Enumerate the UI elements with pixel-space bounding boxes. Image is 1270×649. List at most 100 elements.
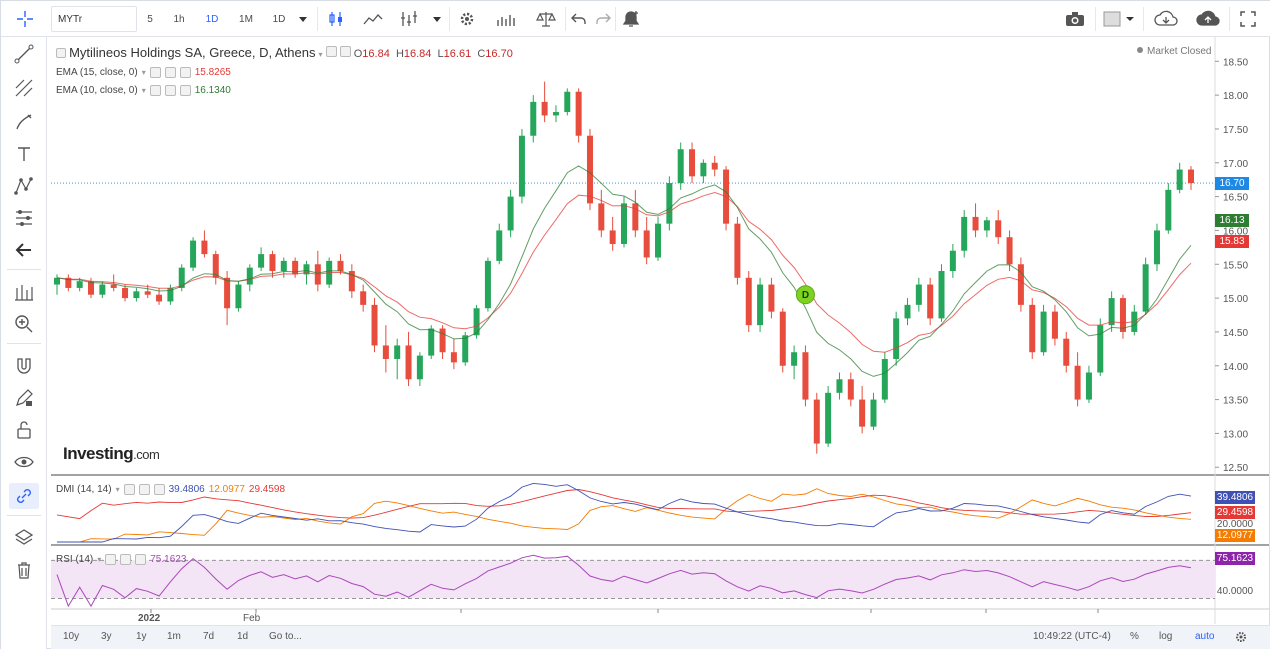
pencil-lock-icon[interactable] (9, 385, 39, 411)
area-chart-icon[interactable] (359, 6, 387, 32)
drawing-toolbar (1, 37, 47, 649)
gear-icon[interactable] (453, 6, 481, 32)
lock-icon[interactable] (9, 417, 39, 443)
settings-toggle-icon[interactable] (164, 85, 176, 96)
dmi-legend[interactable]: DMI (14, 14) ▾ 39.4806 12.0977 29.4598 (56, 484, 285, 495)
ema15-legend[interactable]: EMA (15, close, 0) ▾ 15.8265 (56, 67, 231, 78)
text-tool-icon[interactable] (9, 141, 39, 167)
top-toolbar: MYTr 5 1h 1D 1M 1D (1, 1, 1270, 37)
settings-toggle-icon[interactable] (339, 46, 351, 57)
alert-icon[interactable] (619, 6, 643, 32)
price-tick-label: 16.50 (1223, 193, 1248, 204)
eye-toggle-icon[interactable] (149, 85, 161, 96)
cloud-load-icon[interactable] (1149, 6, 1183, 32)
candle (677, 149, 684, 184)
candle (1188, 169, 1194, 184)
indicators-icon[interactable] (395, 6, 423, 32)
ema10-price-tag: 16.13 (1215, 214, 1249, 227)
chevron-down-icon[interactable]: ▾ (141, 86, 146, 95)
link-icon[interactable] (9, 483, 39, 509)
eye-toggle-icon[interactable] (123, 484, 135, 495)
brush-icon[interactable] (9, 109, 39, 135)
settings-toggle-icon[interactable] (138, 484, 150, 495)
eye-toggle-icon[interactable] (105, 554, 117, 565)
candle (552, 112, 559, 116)
range-1d[interactable]: 1d (237, 631, 249, 642)
price-pane[interactable]: D (51, 81, 1215, 454)
log-toggle[interactable]: log (1159, 631, 1173, 642)
percent-toggle[interactable]: % (1130, 631, 1139, 642)
arrow-left-icon[interactable] (9, 237, 39, 263)
compare-icon[interactable] (491, 6, 521, 32)
settings-gear-icon[interactable] (1235, 631, 1247, 646)
chevron-down-icon[interactable]: ▾ (115, 485, 120, 494)
eye-icon[interactable] (9, 449, 39, 475)
chevron-down-icon[interactable] (295, 6, 311, 32)
range-10y[interactable]: 10y (63, 631, 80, 642)
eye-toggle-icon[interactable] (325, 46, 337, 57)
candle (870, 399, 877, 427)
interval-5[interactable]: 5 (147, 13, 153, 25)
zoom-in-icon[interactable] (9, 311, 39, 337)
investing-logo: Investing.com (63, 444, 160, 464)
candle (927, 284, 934, 319)
candle (224, 277, 231, 309)
crosshair-icon[interactable] (9, 6, 41, 32)
settings-toggle-icon[interactable] (120, 554, 132, 565)
dmi-pane[interactable] (56, 482, 1192, 543)
goto-button[interactable]: Go to... (269, 631, 302, 642)
rsi-legend[interactable]: RSI (14) ▾ 75.1623 (56, 554, 186, 565)
interval-1h[interactable]: 1h (173, 13, 185, 25)
candles-icon[interactable] (323, 6, 349, 32)
chevron-down-icon[interactable]: ▾ (318, 50, 323, 59)
close-icon[interactable] (179, 67, 191, 78)
chevron-down-icon[interactable]: ▾ (97, 555, 102, 564)
symbol-search-input[interactable]: MYTr (51, 6, 137, 32)
range-3y[interactable]: 3y (101, 631, 112, 642)
candle (1040, 311, 1047, 353)
rsi-pane[interactable] (51, 554, 1215, 608)
time-axis[interactable]: 2022 Feb (138, 609, 1099, 624)
cloud-save-icon[interactable] (1191, 6, 1225, 32)
dmi-label: DMI (14, 14) (56, 484, 112, 495)
range-1y[interactable]: 1y (136, 631, 147, 642)
candle (280, 260, 287, 272)
eye-toggle-icon[interactable] (149, 67, 161, 78)
market-status-text: Market Closed (1147, 46, 1212, 57)
auto-toggle[interactable]: auto (1195, 631, 1215, 642)
chevron-down-icon[interactable]: ▾ (141, 68, 146, 77)
candle (1085, 372, 1092, 400)
chart-canvas[interactable]: D 18.50 18.00 17.50 17.00 16.50 16.00 15.50 15.… (51, 37, 1270, 625)
price-axis[interactable]: 18.50 18.00 17.50 17.00 16.50 16.00 15.50 15.00… (1215, 57, 1248, 474)
layers-icon[interactable] (9, 525, 39, 551)
pitchfork-icon[interactable] (9, 75, 39, 101)
trash-icon[interactable] (9, 557, 39, 583)
measure-icon[interactable] (9, 205, 39, 231)
color-picker-button[interactable] (1099, 6, 1139, 32)
camera-icon[interactable] (1061, 6, 1089, 32)
pattern-icon[interactable] (9, 173, 39, 199)
candle (348, 271, 355, 292)
scale-icon[interactable] (531, 6, 561, 32)
settings-toggle-icon[interactable] (164, 67, 176, 78)
ema10-legend[interactable]: EMA (10, close, 0) ▾ 16.1340 (56, 85, 231, 96)
ruler-icon[interactable] (9, 279, 39, 305)
close-icon[interactable] (179, 85, 191, 96)
close-icon[interactable] (135, 554, 147, 565)
range-1m[interactable]: 1m (167, 631, 181, 642)
interval-1m[interactable]: 1M (239, 13, 253, 25)
collapse-icon[interactable] (56, 48, 66, 58)
interval-1d[interactable]: 1D (205, 13, 219, 25)
close-icon[interactable] (153, 484, 165, 495)
trend-line-icon[interactable] (9, 41, 39, 67)
undo-icon[interactable] (569, 6, 589, 32)
magnet-icon[interactable] (9, 353, 39, 379)
candle (949, 250, 956, 272)
interval-dropdown[interactable]: 1D (272, 13, 286, 25)
chevron-down-icon[interactable] (429, 6, 445, 32)
candle (621, 203, 627, 244)
fullscreen-icon[interactable] (1235, 6, 1261, 32)
redo-icon[interactable] (593, 6, 613, 32)
candle (666, 183, 673, 224)
range-7d[interactable]: 7d (203, 631, 215, 642)
